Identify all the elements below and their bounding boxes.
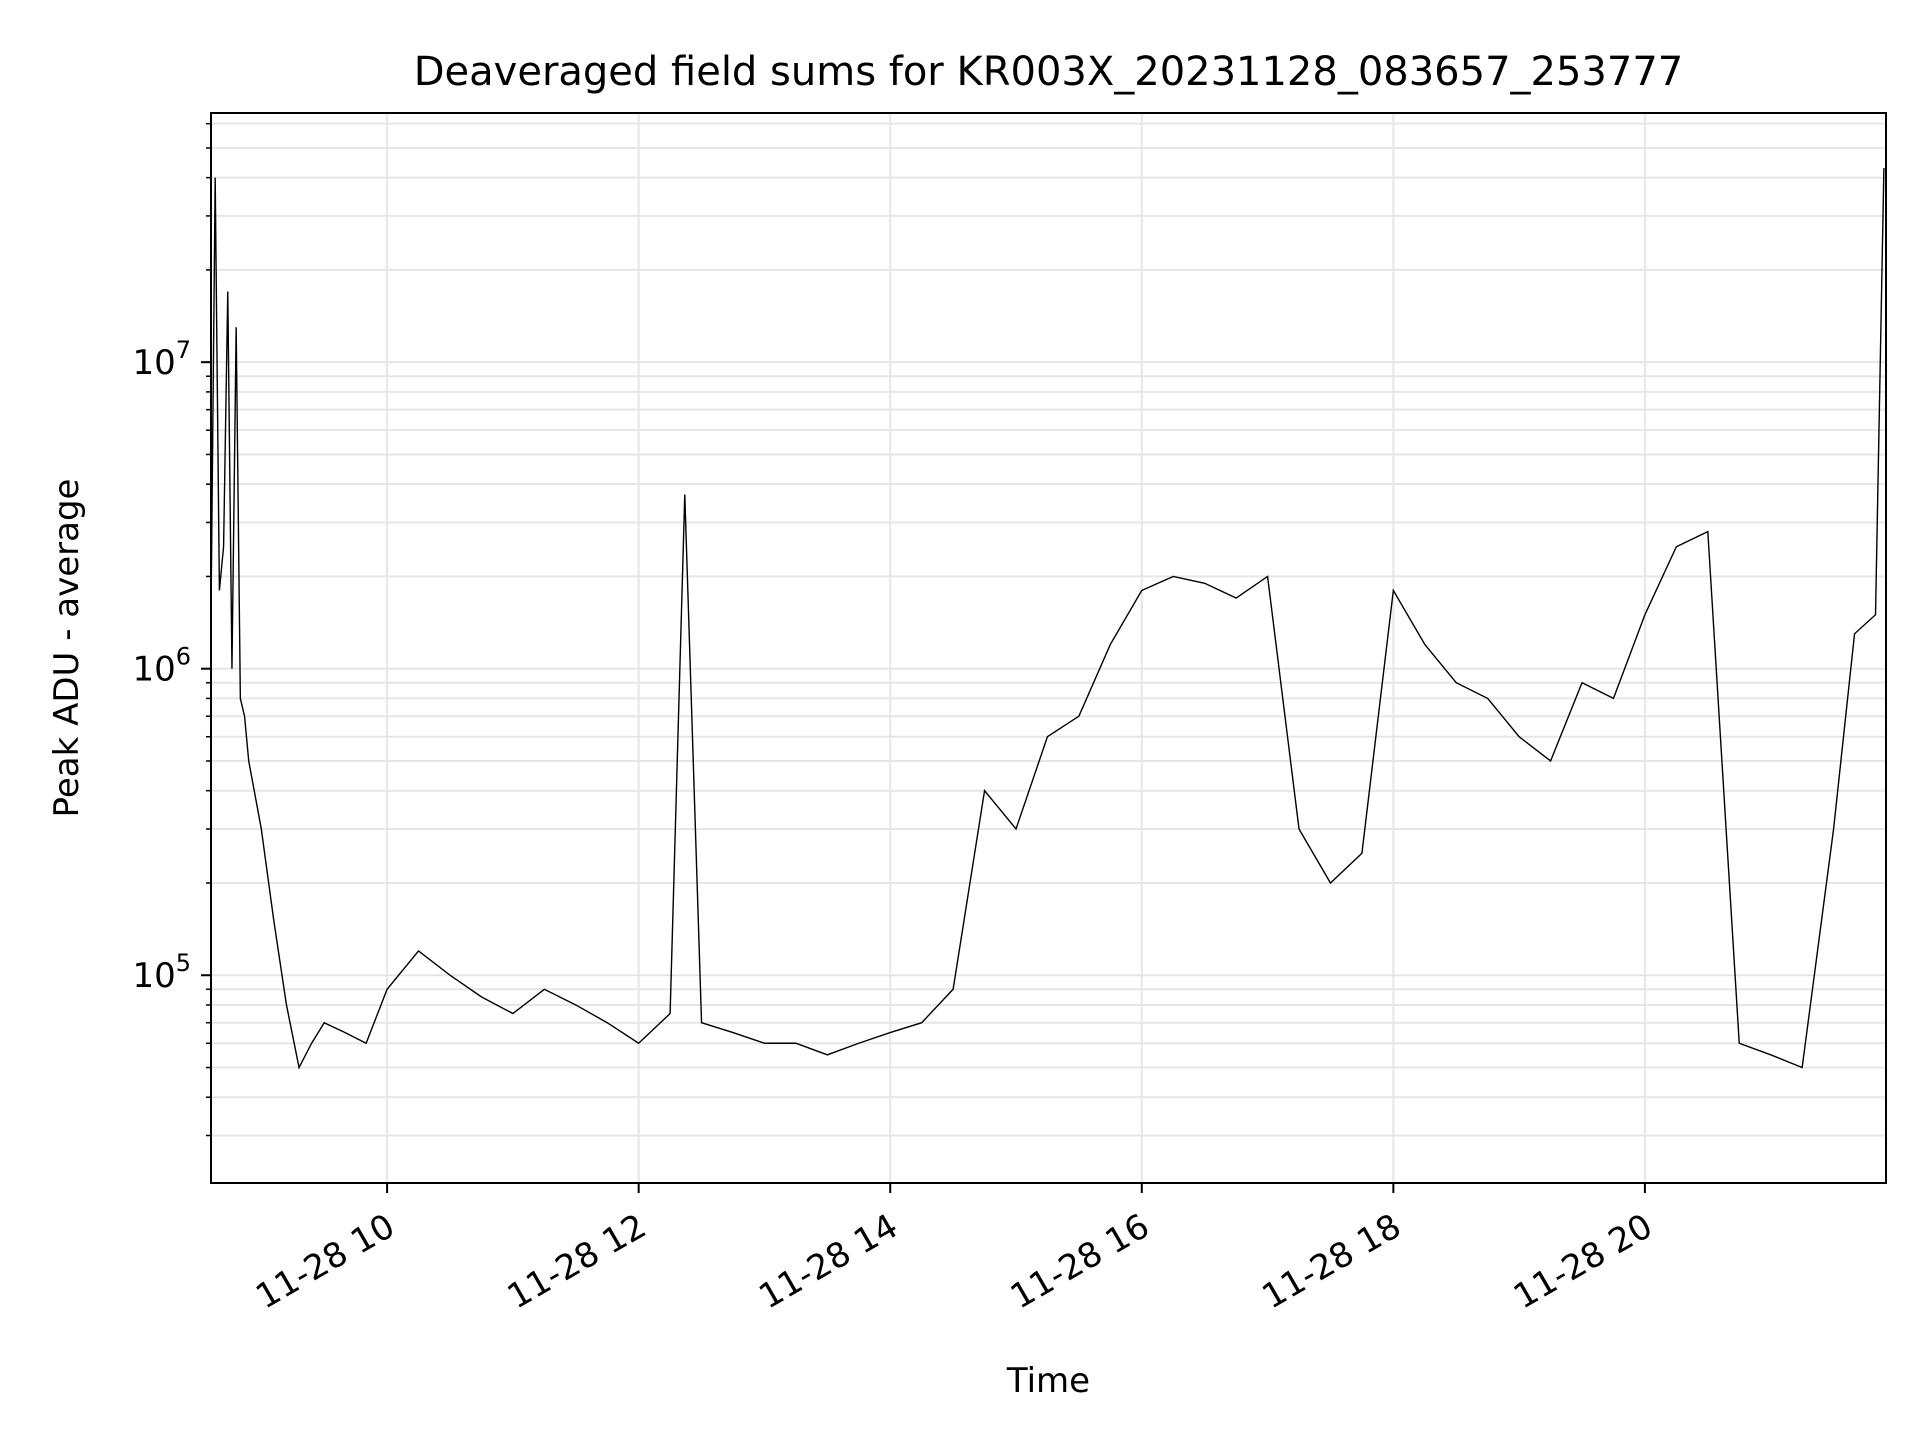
y-axis-label: Peak ADU - average: [47, 479, 87, 818]
grid: [211, 113, 1886, 1183]
series-line-layer: [210, 167, 1885, 1070]
y-tick-label: 105: [132, 949, 191, 996]
plot-frame: [210, 112, 1887, 1184]
chart-title: Deaveraged field sums for KR003X_2023112…: [414, 49, 1683, 95]
x-axis-label: Time: [1006, 1361, 1090, 1401]
series-line: [210, 167, 1885, 1070]
